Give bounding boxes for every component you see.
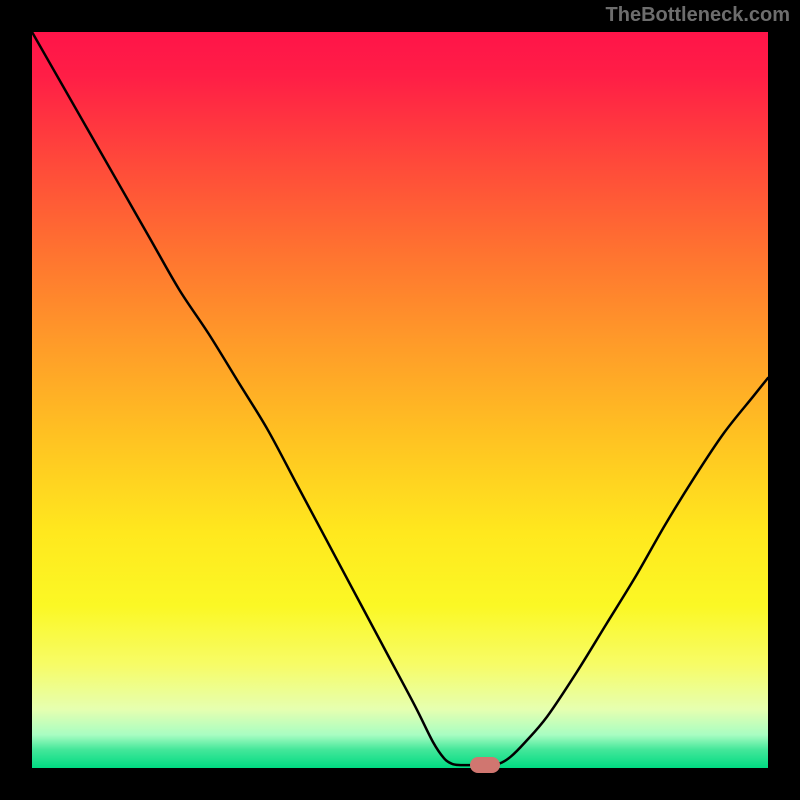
curve-path xyxy=(32,32,768,765)
bottleneck-curve xyxy=(32,32,768,768)
attribution-label: TheBottleneck.com xyxy=(606,4,790,27)
chart-plot-area xyxy=(32,32,768,768)
optimal-point-marker xyxy=(470,757,500,773)
